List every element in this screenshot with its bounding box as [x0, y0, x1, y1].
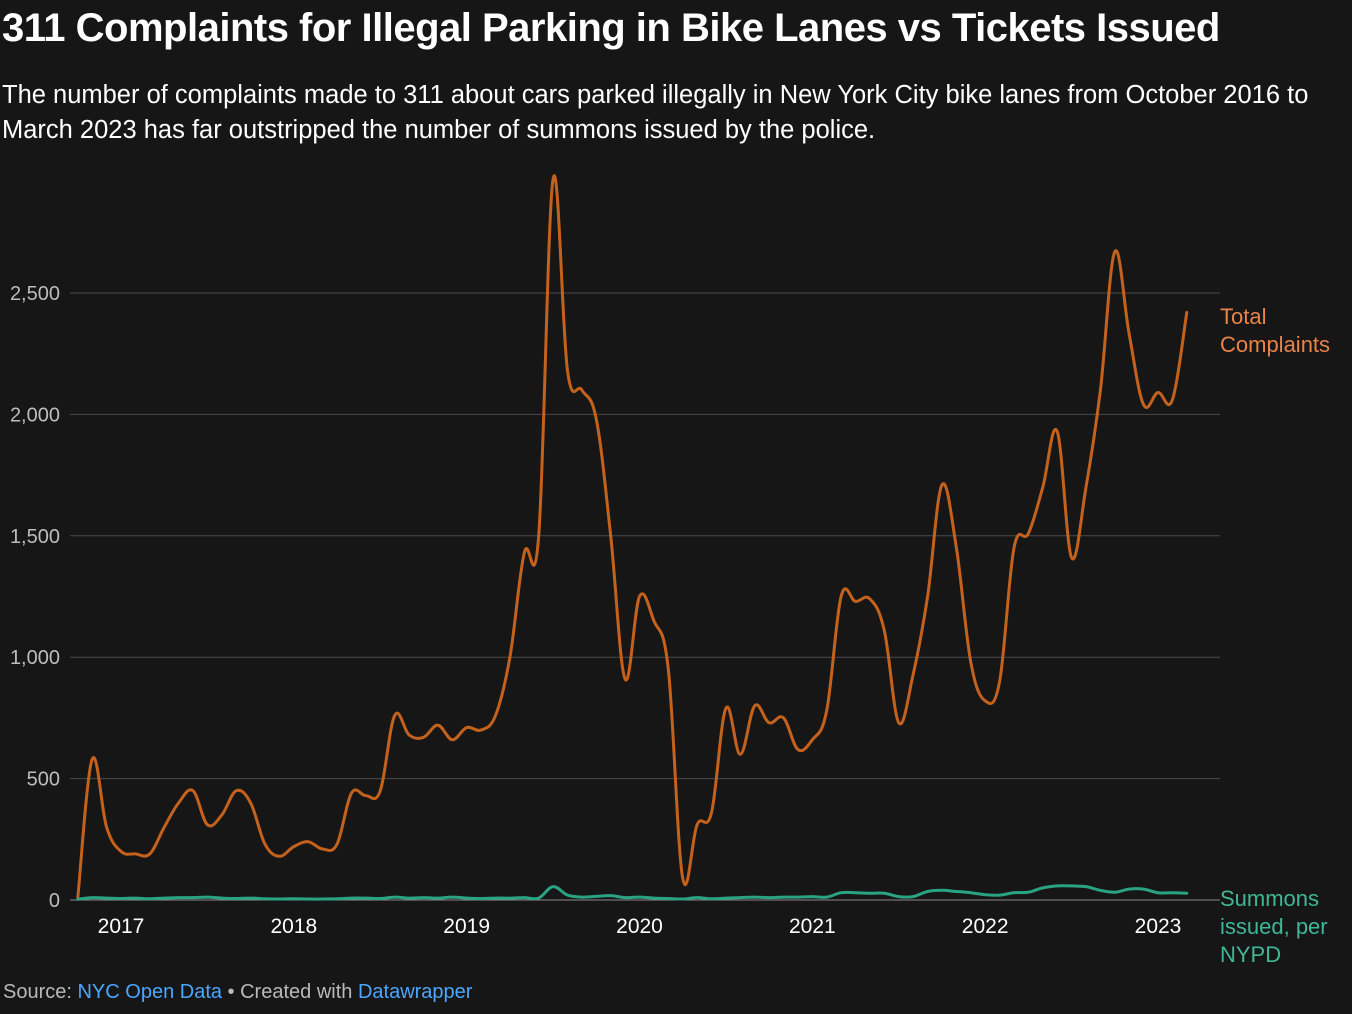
x-tick-label: 2019 [443, 915, 490, 938]
y-tick-label: 1,500 [10, 526, 60, 548]
y-tick-label: 2,000 [10, 404, 60, 426]
y-tick-label: 500 [27, 769, 60, 791]
y-tick-label: 0 [49, 890, 60, 912]
x-tick-label: 2017 [98, 915, 145, 938]
footer-separator: • Created with [222, 981, 358, 1003]
x-tick-label: 2018 [270, 915, 317, 938]
x-tick-label: 2021 [789, 915, 836, 938]
summons-line [76, 884, 1189, 901]
chart-subtitle: The number of complaints made to 311 abo… [2, 81, 1309, 144]
complaints-line [76, 174, 1189, 900]
x-tick-label: 2023 [1135, 915, 1182, 938]
chart-title: 311 Complaints for Illegal Parking in Bi… [2, 6, 1220, 50]
chart-footer: Source: NYC Open Data • Created with Dat… [3, 981, 472, 1004]
source-link[interactable]: NYC Open Data [77, 981, 222, 1003]
y-tick-label: 2,500 [10, 283, 60, 305]
x-tick-label: 2022 [962, 915, 1009, 938]
complaints-series-label: Total Complaints [1220, 304, 1330, 357]
x-tick-label: 2020 [616, 915, 663, 938]
summons-series-label: Summons issued, per NYPD [1220, 886, 1328, 967]
source-label: Source: [3, 981, 78, 1003]
datawrapper-link[interactable]: Datawrapper [357, 981, 473, 1003]
y-tick-label: 1,000 [10, 647, 60, 669]
